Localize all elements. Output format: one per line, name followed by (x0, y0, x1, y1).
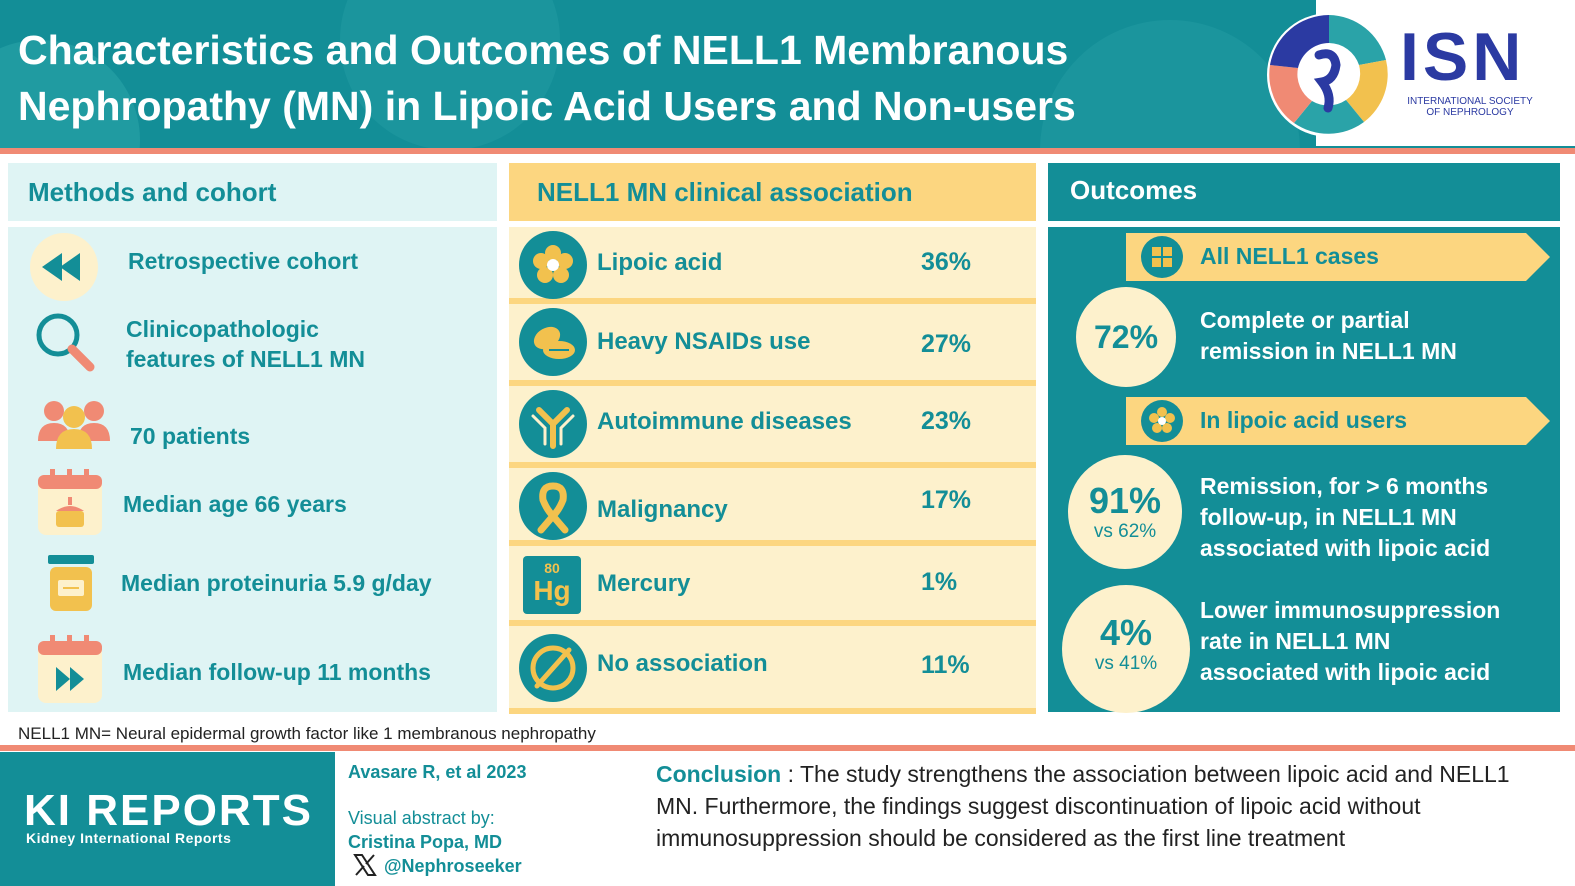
methods-panel: Retrospective cohort Clinicopathologic f… (8, 227, 497, 712)
x-logo-icon (353, 854, 377, 876)
isn-logo-subtitle: INTERNATIONAL SOCIETY OF NEPHROLOGY (1400, 96, 1540, 118)
association-label: Autoimmune diseases (597, 408, 852, 435)
stat-line: associated with lipoic acid (1200, 659, 1491, 685)
stat-line: Lower immunosuppression (1200, 597, 1501, 623)
methods-heading-bar: Methods and cohort (8, 163, 497, 221)
lipoic-users-label: In lipoic acid users (1200, 407, 1408, 433)
stat-line: Complete or partial (1200, 307, 1410, 333)
journal-logo-panel (0, 752, 335, 886)
stat-value: 91% (1088, 480, 1162, 521)
stat-line: rate in NELL1 MN (1200, 628, 1391, 654)
stat-line: associated with lipoic acid (1200, 535, 1491, 561)
patients-icon (38, 401, 110, 449)
association-row: Heavy NSAIDs use 27% (509, 304, 1036, 386)
stat-line: Remission, for > 6 months (1200, 473, 1489, 499)
stat-value: 4% (1099, 612, 1153, 653)
outcomes-heading-bar: Outcomes (1048, 163, 1560, 221)
outcomes-panel: All NELL1 cases 72% Complete or partial … (1048, 227, 1560, 713)
forward-calendar-icon (38, 635, 102, 703)
association-label: Malignancy (597, 496, 728, 523)
stat-bubble: 4% vs 41% (1062, 585, 1190, 713)
all-cases-banner (1126, 233, 1550, 281)
association-percent: 27% (921, 330, 972, 358)
stat-value: 72% (1093, 319, 1159, 355)
divider (0, 148, 1575, 154)
stat-bubble: 91% vs 62% (1068, 455, 1182, 569)
title-line: Characteristics and Outcomes of NELL1 Me… (18, 27, 1069, 73)
stat-line: remission in NELL1 MN (1200, 338, 1457, 364)
methods-item-line: 70 patients (130, 423, 251, 449)
conclusion-label: Conclusion (656, 761, 782, 787)
association-row: Malignancy 17% (509, 468, 1036, 546)
association-heading-bar: NELL1 MN clinical association (509, 163, 1036, 221)
methods-item-line: Clinicopathologic (126, 316, 319, 342)
methods-item-line: Median follow-up 11 months (123, 659, 431, 685)
methods-heading: Methods and cohort (28, 177, 277, 207)
methods-item-line: Median proteinuria 5.9 g/day (121, 570, 432, 596)
stat-description: Remission, for > 6 months follow-up, in … (1200, 471, 1490, 564)
stat-bubble: 72% (1076, 287, 1176, 387)
methods-item: 70 patients (130, 421, 250, 451)
author-name: Cristina Popa, MD (348, 832, 503, 852)
methods-item: Clinicopathologic features of NELL1 MN (126, 314, 365, 374)
stat-description: Complete or partial remission in NELL1 M… (1200, 305, 1457, 367)
association-label: Lipoic acid (597, 249, 723, 276)
magnifier-icon (36, 313, 95, 372)
isn-subtitle-line: INTERNATIONAL SOCIETY (1407, 96, 1533, 107)
stat-comparison: vs 62% (1093, 521, 1157, 542)
association-percent: 23% (921, 407, 972, 435)
methods-item-line: features of NELL1 MN (126, 346, 365, 372)
association-percent: 36% (921, 248, 972, 276)
methods-item: Median proteinuria 5.9 g/day (121, 568, 432, 598)
outcomes-heading: Outcomes (1070, 175, 1198, 205)
methods-item: Retrospective cohort (128, 246, 358, 276)
all-cases-label: All NELL1 cases (1200, 243, 1379, 269)
association-row: 80 Hg Mercury 1% (509, 546, 1036, 626)
lipoic-acid-icon (519, 231, 587, 299)
association-label: Mercury (597, 570, 691, 597)
antibody-icon (519, 390, 587, 458)
association-label: No association (597, 650, 768, 677)
abbreviation-footnote: NELL1 MN= Neural epidermal growth factor… (18, 724, 596, 743)
citation: Avasare R, et al 2023 (348, 762, 527, 782)
abstract-credit-label: Visual abstract by: (348, 808, 495, 828)
divider (0, 745, 1575, 751)
conclusion-text: : The study strengthens the association … (656, 761, 1510, 851)
isn-globe-logo (1267, 13, 1391, 137)
journal-name: KI REPORTS (24, 786, 313, 835)
mercury-symbol: Hg (533, 575, 571, 606)
isn-logo-text: ISN (1400, 19, 1526, 95)
methods-item-line: Median age 66 years (123, 491, 347, 517)
page-title: Characteristics and Outcomes of NELL1 Me… (18, 22, 1248, 134)
isn-subtitle-line: OF NEPHROLOGY (1426, 107, 1514, 118)
urine-container-icon (48, 555, 94, 611)
association-percent: 1% (921, 568, 958, 596)
association-row: Lipoic acid 36% (509, 227, 1036, 304)
association-percent: 11% (921, 651, 970, 679)
title-line: Nephropathy (MN) in Lipoic Acid Users an… (18, 83, 1076, 129)
stat-comparison: vs 41% (1094, 653, 1158, 674)
association-heading: NELL1 MN clinical association (537, 177, 913, 207)
association-label: Heavy NSAIDs use (597, 328, 811, 355)
conclusion: Conclusion : The study strengthens the a… (656, 758, 1556, 854)
birthday-calendar-icon (38, 469, 102, 535)
mercury-atomic-number: 80 (544, 560, 560, 576)
association-percent: 17% (921, 486, 972, 514)
stat-description: Lower immunosuppression rate in NELL1 MN… (1200, 595, 1500, 688)
stat-line: follow-up, in NELL1 MN (1200, 504, 1457, 530)
ribbon-icon (519, 472, 587, 540)
mercury-icon: 80 Hg (523, 556, 581, 614)
no-association-icon (519, 634, 587, 702)
journal-subtitle: Kidney International Reports (26, 830, 232, 846)
rewind-icon (30, 233, 98, 301)
social-handle: @Nephroseeker (384, 856, 522, 876)
methods-item: Median age 66 years (123, 489, 347, 519)
lipoic-users-banner (1126, 397, 1550, 445)
methods-item: Median follow-up 11 months (123, 657, 431, 687)
association-row: Autoimmune diseases 23% (509, 386, 1036, 468)
pills-icon (519, 308, 587, 376)
association-row: No association 11% (509, 626, 1036, 714)
methods-item-line: Retrospective cohort (128, 248, 359, 274)
